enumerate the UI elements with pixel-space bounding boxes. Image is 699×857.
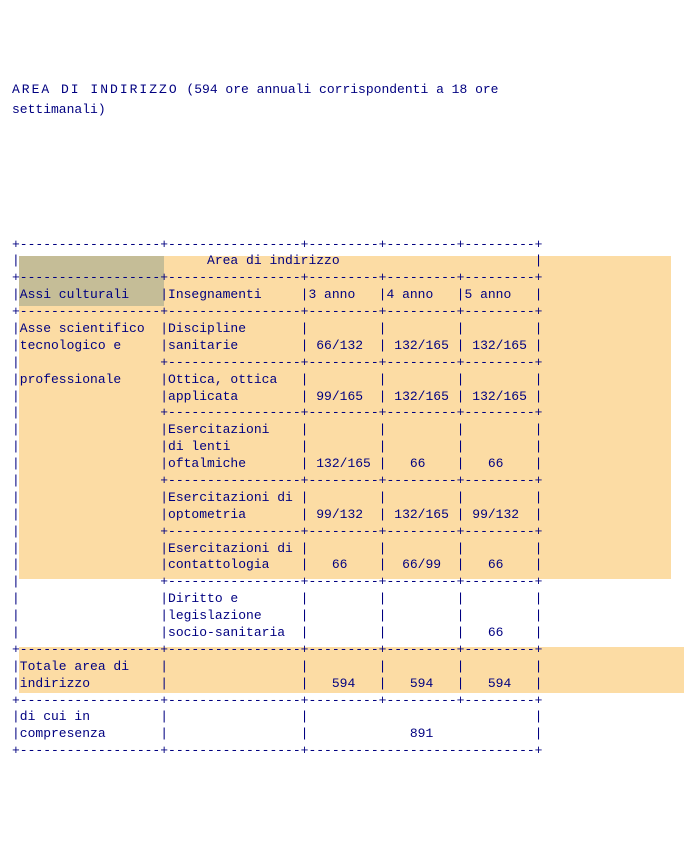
intro-rest: (594 ore annuali corrispondenti a 18 ore xyxy=(179,82,499,97)
ascii-table: +------------------+-----------------+--… xyxy=(12,237,543,761)
intro-paragraph: AREA DI INDIRIZZO (594 ore annuali corri… xyxy=(12,80,672,122)
intro-line2: settimanali) xyxy=(12,102,106,117)
intro-title: AREA DI INDIRIZZO xyxy=(12,82,179,97)
table-container: +------------------+-----------------+--… xyxy=(12,169,543,777)
